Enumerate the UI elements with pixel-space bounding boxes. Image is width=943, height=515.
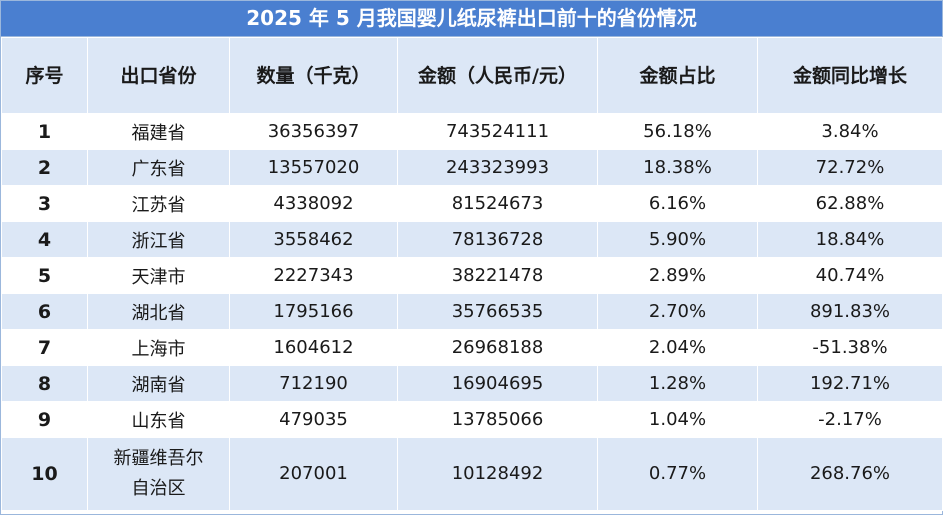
header-growth: 金额同比增长	[757, 37, 943, 114]
table-row: 7 上海市 1604612 26968188 2.04% -51.38%	[1, 329, 943, 366]
row-amount: 13785066	[397, 401, 598, 438]
row-province: 上海市	[87, 329, 230, 366]
row-amount: 78136728	[397, 221, 598, 258]
row-share: 0.77%	[597, 437, 758, 511]
row-amount: 10128492	[397, 437, 598, 511]
header-amount: 金额（人民币/元）	[397, 37, 598, 114]
row-province: 湖南省	[87, 365, 230, 402]
row-amount: 243323993	[397, 149, 598, 186]
row-quantity: 2227343	[229, 257, 398, 294]
row-share: 1.04%	[597, 401, 758, 438]
row-share: 2.04%	[597, 329, 758, 366]
row-quantity: 712190	[229, 365, 398, 402]
row-quantity: 4338092	[229, 185, 398, 222]
row-quantity: 1604612	[229, 329, 398, 366]
row-index: 6	[1, 293, 88, 330]
row-growth: 18.84%	[757, 221, 943, 258]
header-amount-label: 金额（人民币/元）	[418, 64, 577, 87]
row-province: 山东省	[87, 401, 230, 438]
row-share: 5.90%	[597, 221, 758, 258]
table-row: 1 福建省 36356397 743524111 56.18% 3.84%	[1, 113, 943, 150]
row-share: 18.38%	[597, 149, 758, 186]
row-amount: 35766535	[397, 293, 598, 330]
row-amount: 743524111	[397, 113, 598, 150]
row-index: 2	[1, 149, 88, 186]
row-index: 8	[1, 365, 88, 402]
row-growth: 3.84%	[757, 113, 943, 150]
table-row: 8 湖南省 712190 16904695 1.28% 192.71%	[1, 365, 943, 402]
row-share: 2.70%	[597, 293, 758, 330]
header-share: 金额占比	[597, 37, 758, 114]
row-growth: -2.17%	[757, 401, 943, 438]
table-row: 3 江苏省 4338092 81524673 6.16% 62.88%	[1, 185, 943, 222]
row-quantity: 479035	[229, 401, 398, 438]
row-index: 4	[1, 221, 88, 258]
row-share: 6.16%	[597, 185, 758, 222]
row-province: 福建省	[87, 113, 230, 150]
row-province: 浙江省	[87, 221, 230, 258]
row-index: 5	[1, 257, 88, 294]
row-growth: 268.76%	[757, 437, 943, 511]
row-share: 2.89%	[597, 257, 758, 294]
row-index: 1	[1, 113, 88, 150]
export-table: 序号 出口省份 数量（千克） 金额（人民币/元） 金额占比 金额同比增长 1 福…	[1, 37, 943, 511]
row-share: 1.28%	[597, 365, 758, 402]
row-province: 湖北省	[87, 293, 230, 330]
row-quantity: 36356397	[229, 113, 398, 150]
row-quantity: 1795166	[229, 293, 398, 330]
header-index: 序号	[1, 37, 88, 114]
header-quantity: 数量（千克）	[229, 37, 398, 114]
row-growth: -51.38%	[757, 329, 943, 366]
header-row: 序号 出口省份 数量（千克） 金额（人民币/元） 金额占比 金额同比增长	[1, 37, 943, 114]
row-amount: 16904695	[397, 365, 598, 402]
table-row: 2 广东省 13557020 243323993 18.38% 72.72%	[1, 149, 943, 186]
row-index: 7	[1, 329, 88, 366]
row-province: 江苏省	[87, 185, 230, 222]
header-province: 出口省份	[87, 37, 230, 114]
table-row: 6 湖北省 1795166 35766535 2.70% 891.83%	[1, 293, 943, 330]
row-quantity: 13557020	[229, 149, 398, 186]
row-growth: 891.83%	[757, 293, 943, 330]
row-growth: 40.74%	[757, 257, 943, 294]
table-row: 4 浙江省 3558462 78136728 5.90% 18.84%	[1, 221, 943, 258]
row-index: 10	[1, 437, 88, 511]
row-share: 56.18%	[597, 113, 758, 150]
row-index: 9	[1, 401, 88, 438]
row-province: 广东省	[87, 149, 230, 186]
row-quantity: 207001	[229, 437, 398, 511]
row-growth: 72.72%	[757, 149, 943, 186]
row-growth: 192.71%	[757, 365, 943, 402]
table-title: 2025 年 5 月我国婴儿纸尿裤出口前十的省份情况	[1, 1, 942, 37]
row-growth: 62.88%	[757, 185, 943, 222]
row-province: 新疆维吾尔自治区	[87, 437, 230, 511]
row-index: 3	[1, 185, 88, 222]
row-amount: 26968188	[397, 329, 598, 366]
table-row: 5 天津市 2227343 38221478 2.89% 40.74%	[1, 257, 943, 294]
row-amount: 38221478	[397, 257, 598, 294]
table-row: 10 新疆维吾尔自治区 207001 10128492 0.77% 268.76…	[1, 437, 943, 511]
row-quantity: 3558462	[229, 221, 398, 258]
table-row: 9 山东省 479035 13785066 1.04% -2.17%	[1, 401, 943, 438]
row-province-label: 新疆维吾尔自治区	[113, 448, 204, 499]
row-province: 天津市	[87, 257, 230, 294]
row-amount: 81524673	[397, 185, 598, 222]
